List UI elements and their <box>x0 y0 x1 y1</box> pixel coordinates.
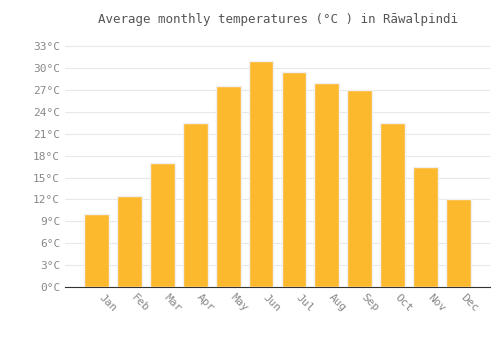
Bar <box>183 123 208 287</box>
Bar <box>216 86 240 287</box>
Bar <box>248 61 274 287</box>
Bar <box>413 167 438 287</box>
Title: Average monthly temperatures (°C ) in Rāwalpindi: Average monthly temperatures (°C ) in Rā… <box>98 13 458 26</box>
Bar <box>348 90 372 287</box>
Bar <box>314 83 339 287</box>
Bar <box>150 163 174 287</box>
Bar <box>282 72 306 287</box>
Bar <box>446 199 470 287</box>
Bar <box>117 196 142 287</box>
Bar <box>380 123 405 287</box>
Bar <box>84 214 109 287</box>
